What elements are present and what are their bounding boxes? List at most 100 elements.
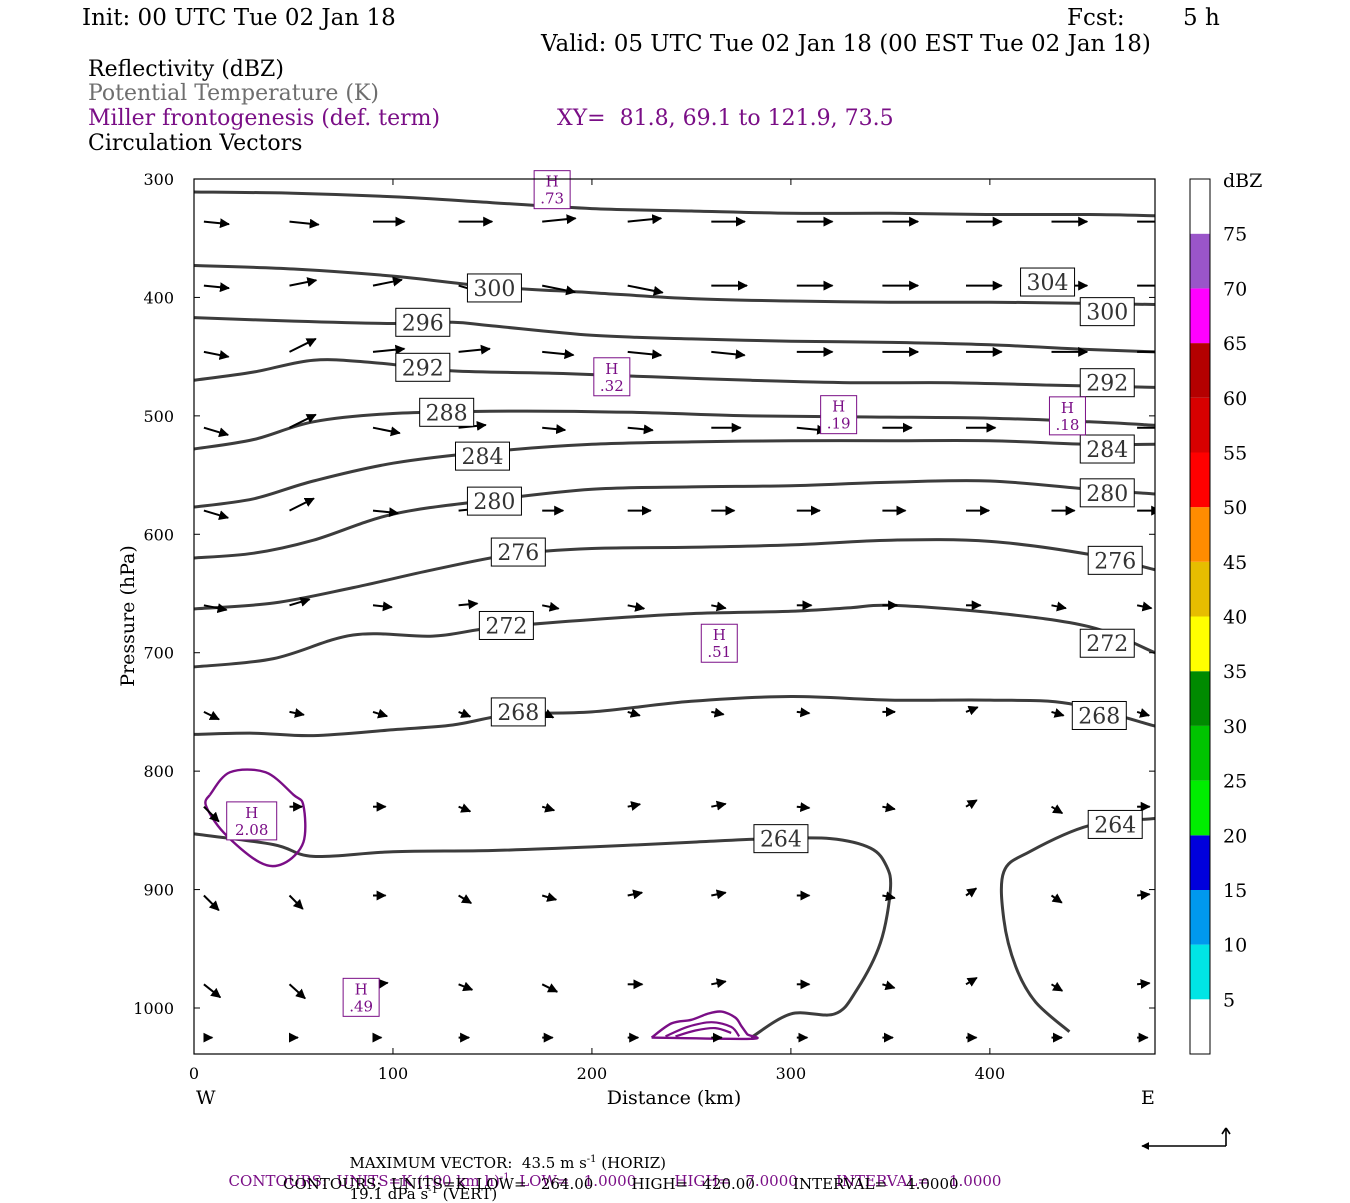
theta-contour-labels: 304 300 300 296 292 292 288 284 284 280 280 276 276 2… — [395, 267, 1143, 854]
maximum-label-box — [700, 623, 738, 663]
y-tick-label: 700 — [143, 644, 174, 663]
colorbar-swatch — [1190, 397, 1210, 453]
theta-contour-264 — [194, 832, 893, 1039]
colorbar-swatch — [1190, 889, 1210, 945]
circulation-vector — [289, 337, 317, 353]
fronto-contour-range: LOW= 1.0000 HIGH= 7.0000 INTERVAL= 1.000… — [509, 1172, 1002, 1190]
contour-label-box — [478, 610, 534, 640]
maximum-label-h: H — [245, 804, 258, 822]
colorbar-level-label: 55 — [1223, 442, 1247, 464]
circulation-vector — [1137, 978, 1151, 989]
maximum-label-h: H — [546, 173, 559, 191]
maximum-label-value: .32 — [600, 377, 624, 395]
theta-contour-info: CONTOURS: UNITS=K LOW= 264.00 HIGH= 420.… — [283, 1175, 959, 1193]
circulation-vector — [289, 413, 317, 429]
circulation-vector — [372, 276, 403, 287]
circulation-vector — [627, 708, 641, 718]
colorbar-level-label: 15 — [1223, 880, 1247, 902]
circulation-vector — [711, 349, 746, 360]
circulation-vector — [542, 214, 577, 225]
contour-label: 268 — [497, 701, 539, 726]
theta-contour-296 — [194, 316, 1155, 354]
circulation-vector — [1136, 601, 1153, 612]
contour-label: 296 — [402, 311, 444, 336]
max-vector-horiz-sup: -1 — [586, 1154, 597, 1165]
circulation-vector — [203, 350, 230, 360]
colorbar-swatch — [1190, 179, 1210, 234]
maximum-label-h: H — [1061, 399, 1074, 417]
contour-label-box — [490, 537, 546, 567]
colorbar-swatch — [1190, 233, 1210, 289]
circulation-vector — [203, 983, 222, 999]
circulation-vector — [542, 349, 575, 360]
circulation-vector — [627, 601, 646, 612]
circulation-vector — [203, 894, 220, 912]
colorbar-swatch — [1190, 561, 1210, 617]
circulation-vector — [1051, 708, 1065, 718]
contour-label-box — [466, 273, 522, 303]
maximum-label-h: H — [832, 398, 845, 416]
x-tick-label: 300 — [776, 1064, 807, 1083]
contour-label: 304 — [1027, 271, 1069, 296]
contour-label-box — [753, 824, 809, 854]
circulation-vector — [203, 805, 220, 823]
plot-frame — [193, 178, 1156, 1055]
colorbar-level-label: 30 — [1223, 716, 1247, 738]
forecast-hour: 5 h — [1183, 5, 1220, 31]
y-axis-label: Pressure (hPa) — [117, 545, 139, 687]
contour-label-box — [419, 397, 475, 427]
circulation-vector — [288, 894, 304, 910]
max-vector-horiz-label: (HORIZ) — [596, 1154, 667, 1172]
contour-label-box — [466, 486, 522, 516]
colorbar: 5 10 15 20 25 30 35 40 45 50 55 60 65 70 75 dBZ — [1189, 170, 1262, 1055]
y-tick-label: 400 — [143, 288, 174, 307]
contour-label: 264 — [760, 828, 802, 853]
maximum-label-box — [593, 357, 631, 397]
circulation-vector — [203, 509, 230, 521]
circulation-vector — [796, 707, 811, 718]
circulation-vector — [965, 976, 978, 987]
colorbar-swatch — [1190, 780, 1210, 836]
colorbar-swatch — [1190, 616, 1210, 672]
circulation-vector — [627, 284, 664, 296]
circulation-vector — [458, 599, 479, 610]
x-tick-label: 100 — [378, 1064, 409, 1083]
y-tick-label: 500 — [143, 407, 174, 426]
x-axis-label: Distance (km) — [607, 1087, 742, 1109]
circulation-vector — [1050, 804, 1064, 815]
circulation-vector — [458, 803, 472, 813]
contour-label: 284 — [461, 445, 503, 470]
colorbar-swatch — [1190, 452, 1210, 508]
circulation-vector — [542, 424, 567, 435]
contour-label: 292 — [402, 356, 444, 381]
circulation-vector — [1050, 981, 1064, 992]
contour-label: 276 — [1094, 549, 1136, 574]
circulation-vector — [711, 978, 727, 989]
circulation-vector — [627, 214, 663, 225]
maximum-label-value: .73 — [540, 190, 564, 208]
legend-xy: XY= 81.8, 69.1 to 121.9, 73.5 — [557, 106, 894, 131]
theta-contour-268 — [194, 694, 1155, 738]
contour-label-box — [1087, 545, 1143, 575]
maximum-label-h: H — [713, 626, 726, 644]
contour-label: 288 — [426, 401, 468, 426]
circulation-vector — [882, 980, 896, 991]
colorbar-level-label: 35 — [1223, 661, 1247, 683]
x-axis-west-label: W — [196, 1087, 216, 1109]
colorbar-level-label: 5 — [1223, 989, 1235, 1011]
circulation-vectors — [203, 214, 1155, 1043]
colorbar-level-label: 25 — [1223, 771, 1247, 793]
maximum-label-h: H — [605, 360, 618, 378]
colorbar-swatch — [1190, 671, 1210, 726]
contour-label: 268 — [1078, 704, 1120, 729]
x-tick-label: 200 — [577, 1064, 608, 1083]
circulation-vector — [458, 981, 474, 992]
frontogenesis-contour — [204, 768, 307, 868]
theta-contour-280 — [194, 479, 1155, 560]
theta-contour-300 — [194, 264, 1155, 306]
frontogenesis-contour — [650, 1010, 759, 1041]
circulation-vector — [965, 887, 978, 898]
maximum-label-box — [226, 801, 278, 841]
max-vector-vert-label: (VERT) — [437, 1185, 498, 1203]
